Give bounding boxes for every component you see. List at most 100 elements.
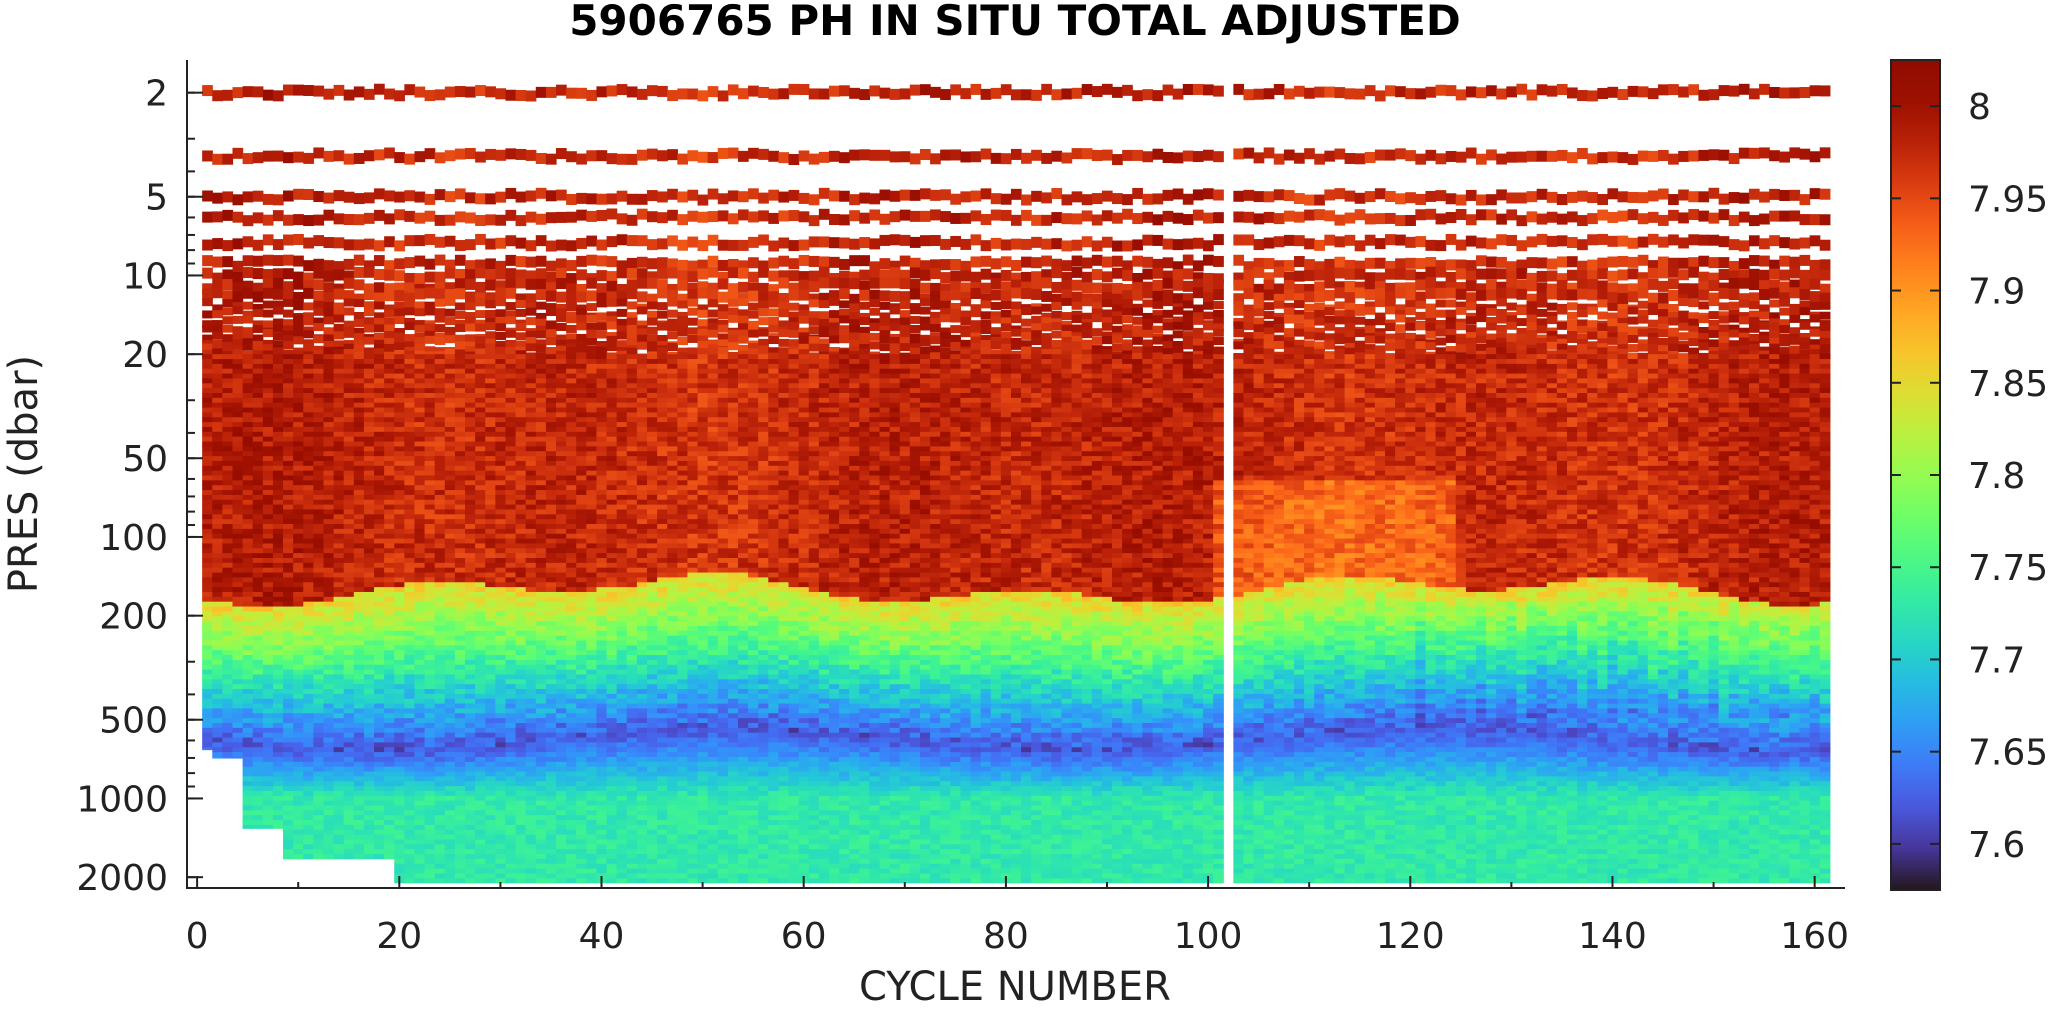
heatmap-cell [313, 727, 325, 734]
heatmap-cell [606, 591, 618, 598]
heatmap-cell [313, 402, 325, 409]
heatmap-cell [545, 240, 557, 252]
heatmap-cell [414, 601, 426, 608]
heatmap-cell [545, 271, 557, 283]
heatmap-cell [323, 601, 335, 608]
heatmap-cell [434, 558, 446, 564]
heatmap-cell [404, 417, 416, 423]
heatmap-cell [434, 441, 446, 447]
heatmap-cell [272, 601, 284, 608]
heatmap-cell [293, 771, 304, 777]
heatmap-cell [303, 343, 314, 352]
heatmap-cell [283, 514, 294, 520]
heatmap-cell [333, 713, 345, 719]
heatmap-cell [495, 214, 507, 226]
heatmap-cell [505, 834, 517, 841]
heatmap-cell [495, 747, 507, 753]
heatmap-cell [454, 368, 466, 375]
heatmap-cell [434, 548, 446, 554]
heatmap-cell [323, 567, 335, 574]
heatmap-cell [363, 839, 375, 845]
heatmap-cell [576, 737, 587, 744]
heatmap-cell [535, 737, 547, 744]
heatmap-cell [202, 349, 213, 358]
heatmap-cell [262, 494, 274, 501]
heatmap-cell [343, 277, 355, 289]
heatmap-cell [293, 747, 304, 753]
heatmap-cell [444, 723, 456, 729]
heatmap-cell [384, 698, 395, 705]
heatmap-cell [333, 815, 345, 821]
heatmap-cell [313, 567, 325, 574]
heatmap-cell [212, 543, 223, 549]
heatmap-cell [303, 684, 314, 690]
heatmap-cell [272, 514, 284, 520]
heatmap-cell [303, 548, 314, 554]
heatmap-cell [374, 363, 385, 370]
heatmap-cell [363, 475, 375, 481]
heatmap-cell [434, 878, 446, 884]
heatmap-cell [404, 460, 416, 467]
heatmap-cell [586, 582, 598, 588]
heatmap-cell [475, 732, 486, 739]
heatmap-cell [475, 422, 486, 428]
heatmap-cell [283, 456, 294, 462]
heatmap-cell [212, 684, 223, 690]
heatmap-cell [404, 504, 416, 511]
heatmap-cell [535, 723, 547, 729]
heatmap-cell [525, 650, 537, 656]
heatmap-cell [566, 538, 577, 545]
heatmap-cell [545, 771, 557, 777]
heatmap-cell [444, 674, 456, 680]
heatmap-cell [232, 548, 244, 554]
heatmap-cell [495, 363, 507, 370]
heatmap-cell [596, 548, 608, 554]
heatmap-cell [475, 596, 486, 603]
heatmap-cell [414, 460, 426, 467]
heatmap-cell [485, 238, 496, 250]
heatmap-cell [616, 397, 628, 404]
heatmap-cell [586, 805, 598, 811]
heatmap-cell [424, 509, 436, 515]
heatmap-cell [434, 630, 446, 637]
heatmap-cell [535, 645, 547, 651]
heatmap-cell [272, 470, 284, 477]
heatmap-cell [283, 854, 294, 860]
heatmap-cell [465, 815, 476, 821]
heatmap-cell [556, 533, 567, 540]
heatmap-cell [505, 752, 517, 758]
heatmap-cell [434, 422, 446, 428]
heatmap-cell [262, 674, 274, 680]
heatmap-cell [545, 824, 557, 831]
heatmap-cell [353, 553, 365, 559]
heatmap-cell [343, 587, 355, 593]
heatmap-cell [333, 460, 345, 467]
heatmap-cell [606, 441, 618, 447]
heatmap-cell [475, 407, 486, 414]
heatmap-cell [262, 407, 274, 414]
heatmap-cell [394, 824, 405, 831]
heatmap-cell [596, 407, 608, 414]
heatmap-cell [262, 596, 274, 603]
heatmap-cell [576, 621, 587, 627]
heatmap-cell [343, 538, 355, 545]
heatmap-cell [262, 756, 274, 763]
heatmap-cell [485, 659, 496, 666]
heatmap-cell [394, 718, 405, 724]
heatmap-cell [525, 684, 537, 690]
heatmap-cell [515, 475, 527, 481]
heatmap-cell [212, 582, 223, 588]
heatmap-cell [545, 834, 557, 841]
heatmap-cell [283, 402, 294, 409]
heatmap-cell [252, 723, 264, 729]
heatmap-cell [535, 441, 547, 447]
heatmap-cell [485, 402, 496, 409]
heatmap-cell [222, 587, 234, 593]
heatmap-cell [515, 587, 527, 593]
heatmap-cell [232, 407, 244, 414]
heatmap-cell [566, 815, 577, 821]
heatmap-cell [363, 693, 375, 700]
heatmap-cell [434, 282, 446, 294]
heatmap-cell [576, 829, 587, 836]
heatmap-cell [525, 849, 537, 855]
